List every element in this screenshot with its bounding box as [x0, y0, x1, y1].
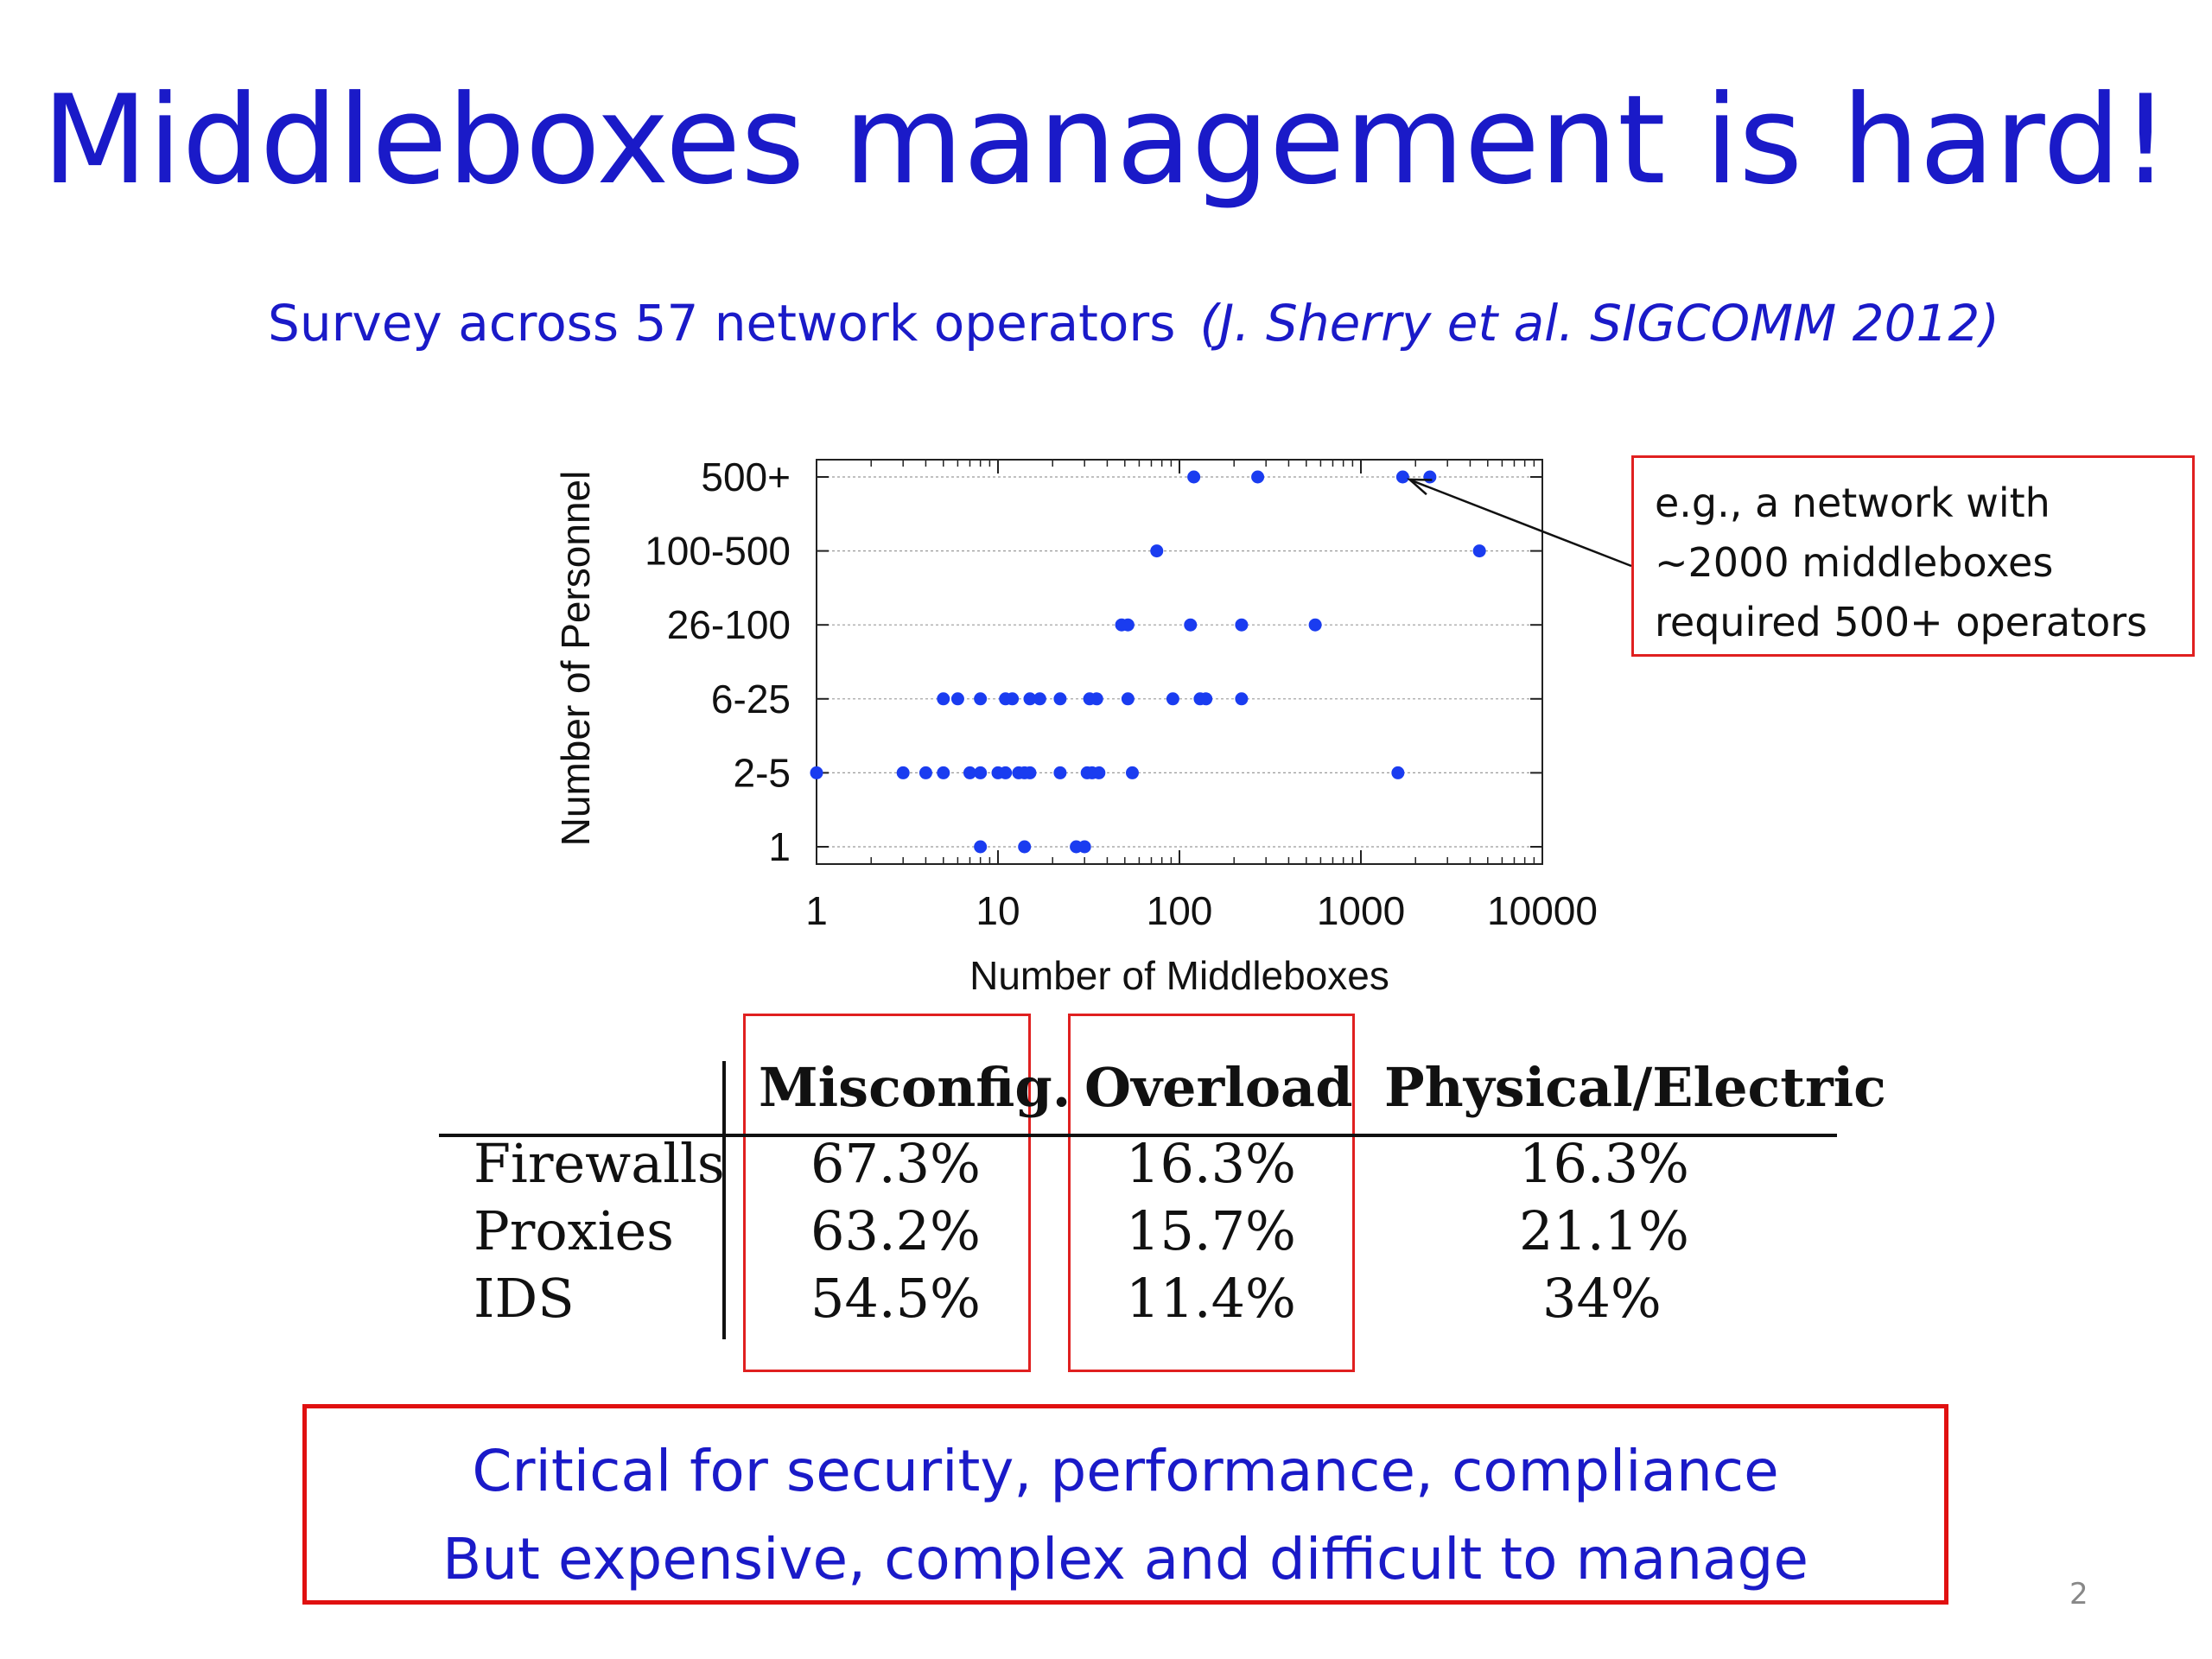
data-point [1125, 766, 1139, 779]
annotation-arrow [1410, 479, 1632, 568]
data-point [937, 692, 950, 706]
data-point [1033, 692, 1046, 706]
conclusion-line: Critical for security, performance, comp… [472, 1438, 1779, 1504]
data-point [1184, 618, 1198, 632]
data-point [1092, 766, 1106, 779]
conclusion-box: Critical for security, performance, comp… [302, 1404, 1948, 1605]
data-point [1121, 618, 1135, 632]
data-point [1472, 544, 1486, 558]
y-tick-label: 500+ [701, 454, 791, 499]
x-tick-label: 10 [976, 888, 1020, 933]
citation: (J. Sherry et al. SIGCOMM 2012) [1199, 294, 1999, 353]
subtitle-text: Survey across 57 network operators [268, 294, 1176, 353]
data-point [963, 766, 976, 779]
data-point [1423, 470, 1437, 484]
annotation-arrowhead [1406, 478, 1433, 496]
plot-frame [816, 459, 1543, 865]
page-number: 2 [2069, 1577, 2088, 1611]
data-point [1395, 470, 1409, 484]
subtitle: Survey across 57 network operators (J. Sh… [268, 294, 1999, 353]
data-point [1077, 840, 1091, 854]
data-point [1308, 618, 1322, 632]
data-point [918, 766, 932, 779]
data-point [1235, 692, 1249, 706]
callout-line: ~2000 middleboxes [1655, 539, 2054, 586]
conclusion-line: But expensive, complex and difficult to … [442, 1526, 1809, 1592]
data-point [1053, 692, 1067, 706]
x-tick-label: 10000 [1487, 888, 1598, 933]
callout-box: e.g., a network with ~2000 middleboxes r… [1631, 455, 2195, 657]
y-tick-label: 26-100 [667, 602, 791, 647]
data-point [950, 692, 964, 706]
data-point [999, 766, 1013, 779]
data-point [974, 692, 988, 706]
y-axis-label: Number of Personnel [553, 471, 598, 847]
data-point [1023, 692, 1037, 706]
x-tick-label: 1000 [1317, 888, 1405, 933]
y-tick-label: 6-25 [711, 677, 791, 721]
data-point [1199, 692, 1213, 706]
x-tick-label: 100 [1147, 888, 1213, 933]
data-point [1150, 544, 1164, 558]
data-point [1166, 692, 1179, 706]
data-point [1018, 840, 1032, 854]
data-point [896, 766, 910, 779]
data-point [810, 766, 823, 779]
callout-line: e.g., a network with [1655, 480, 2050, 526]
data-point [974, 840, 988, 854]
slide-title: Middleboxes management is hard! [41, 69, 2171, 212]
data-point [1121, 692, 1135, 706]
x-tick-label: 1 [805, 888, 828, 933]
data-point [1053, 766, 1067, 779]
y-tick-label: 100-500 [645, 529, 791, 574]
data-point [1023, 766, 1037, 779]
y-tick-label: 2-5 [734, 750, 791, 795]
data-point [1235, 618, 1249, 632]
data-point [1006, 692, 1020, 706]
data-point [1090, 692, 1103, 706]
data-point [1251, 470, 1265, 484]
callout-line: required 500+ operators [1655, 599, 2148, 645]
data-point [974, 766, 988, 779]
data-point [1187, 470, 1201, 484]
data-point [937, 766, 950, 779]
x-axis-label: Number of Middleboxes [969, 953, 1389, 998]
y-tick-label: 1 [768, 824, 791, 869]
data-point [1391, 766, 1405, 779]
